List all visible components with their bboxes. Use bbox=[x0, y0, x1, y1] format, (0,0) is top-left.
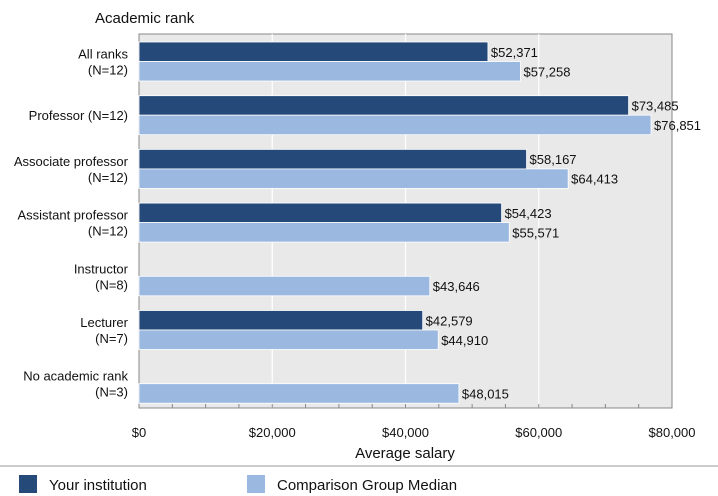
x-tick-label: $80,000 bbox=[649, 425, 696, 440]
minor-ticks bbox=[171, 404, 640, 408]
bars bbox=[138, 41, 652, 404]
bar-value-label: $58,167 bbox=[530, 152, 577, 167]
x-axis-label: Average salary bbox=[355, 445, 455, 462]
category-label: Professor (N=12) bbox=[29, 108, 128, 123]
legend: Your institution Comparison Group Median bbox=[19, 475, 457, 494]
x-tick-label: $0 bbox=[132, 425, 146, 440]
x-tick-label: $60,000 bbox=[515, 425, 562, 440]
category-label: Lecturer (N=7) bbox=[80, 315, 128, 346]
x-tick-label: $40,000 bbox=[382, 425, 429, 440]
legend-label-your-institution: Your institution bbox=[49, 477, 147, 494]
category-label: No academic rank (N=3) bbox=[23, 369, 128, 400]
bar-value-label: $73,485 bbox=[632, 98, 679, 113]
chart-title: Academic rank bbox=[95, 10, 195, 27]
bar-your-institution bbox=[138, 202, 502, 224]
legend-swatch-your-institution bbox=[19, 475, 37, 493]
category-label: Assistant professor (N=12) bbox=[17, 208, 128, 239]
bar-value-label: $42,579 bbox=[426, 313, 473, 328]
legend-item-your-institution: Your institution bbox=[19, 475, 147, 494]
bar-your-institution bbox=[138, 310, 424, 331]
legend-item-comparison-group: Comparison Group Median bbox=[247, 475, 457, 494]
bar-value-label: $48,015 bbox=[462, 386, 509, 401]
x-tick-labels: $0 $20,000 $40,000 $60,000 $80,000 bbox=[132, 425, 696, 440]
bar-comparison-group bbox=[138, 114, 652, 136]
bar-value-label: $64,413 bbox=[571, 172, 618, 187]
bar-your-institution bbox=[138, 41, 489, 62]
category-label: All ranks (N=12) bbox=[78, 47, 128, 78]
bar-value-label: $43,646 bbox=[433, 279, 480, 294]
bar-comparison-group bbox=[138, 168, 569, 189]
bar-comparison-group bbox=[138, 222, 510, 243]
category-labels: All ranks (N=12) Professor (N=12) Associate… bbox=[14, 47, 129, 400]
legend-label-comparison-group: Comparison Group Median bbox=[277, 477, 457, 494]
category-label: Instructor (N=8) bbox=[74, 261, 129, 292]
bar-comparison-group bbox=[138, 275, 431, 297]
bar-value-label: $52,371 bbox=[491, 45, 538, 60]
bar-value-label: $57,258 bbox=[523, 64, 570, 79]
bar-your-institution bbox=[138, 95, 629, 116]
bar-value-label: $55,571 bbox=[512, 225, 559, 240]
bar-value-label: $76,851 bbox=[654, 118, 701, 133]
category-label: Associate professor (N=12) bbox=[14, 154, 129, 185]
bar-value-label: $44,910 bbox=[441, 333, 488, 348]
x-tick-label: $20,000 bbox=[249, 425, 296, 440]
bar-labels: $52,371 $57,258 $73,485 $76,851 $58,167 $64,4… bbox=[426, 45, 701, 402]
bar-comparison-group bbox=[138, 61, 521, 82]
bar-comparison-group bbox=[138, 383, 460, 404]
bar-comparison-group bbox=[138, 329, 439, 350]
bar-your-institution bbox=[138, 148, 527, 170]
legend-swatch-comparison-group bbox=[247, 475, 265, 493]
bar-value-label: $54,423 bbox=[505, 206, 552, 221]
